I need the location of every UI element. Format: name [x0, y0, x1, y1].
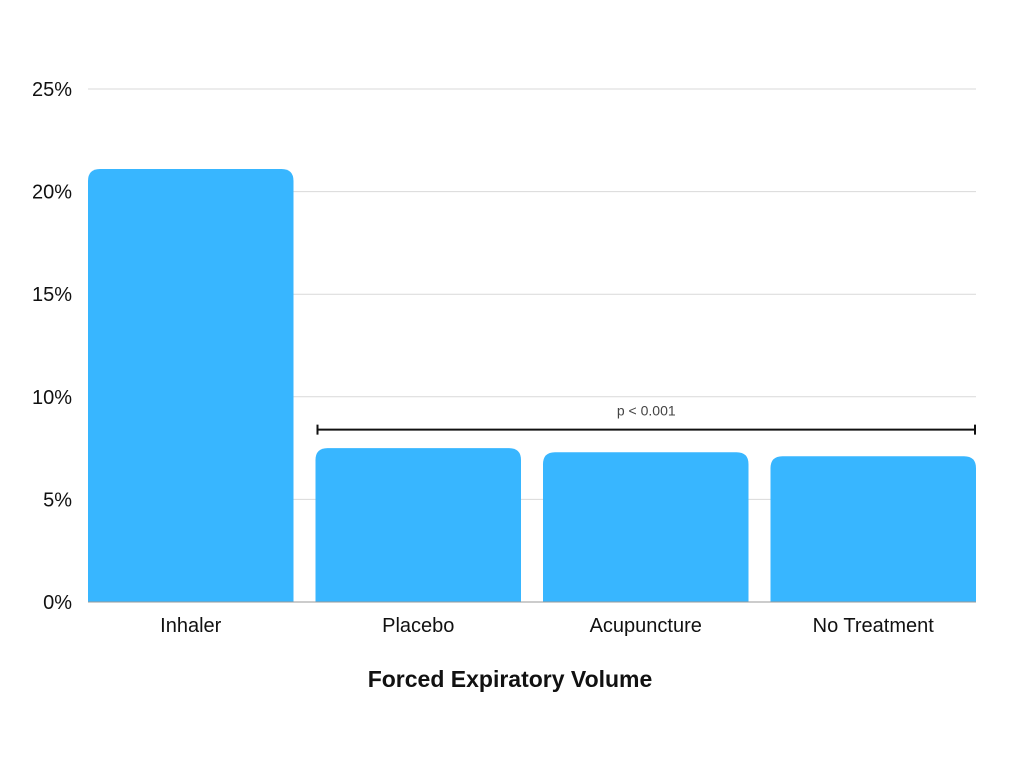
- y-tick-label: 20%: [32, 182, 72, 204]
- x-axis-categories: Inhaler Placebo Acupuncture No Treatment: [160, 615, 934, 637]
- x-tick-label: Placebo: [382, 615, 454, 637]
- bar-acupuncture: [543, 452, 749, 602]
- y-tick-label: 15%: [32, 284, 72, 306]
- significance-label: p < 0.001: [617, 403, 676, 419]
- y-tick-label: 5%: [43, 489, 72, 511]
- x-tick-label: No Treatment: [813, 615, 935, 637]
- y-tick-label: 25%: [32, 79, 72, 101]
- bars: [88, 169, 976, 602]
- bar-inhaler: [88, 169, 294, 602]
- x-tick-label: Acupuncture: [590, 615, 702, 637]
- x-axis-title: Forced Expiratory Volume: [368, 666, 653, 692]
- significance-annotation: p < 0.001: [316, 403, 976, 435]
- y-tick-label: 0%: [43, 592, 72, 614]
- y-axis-ticks: 0% 5% 10% 15% 20% 25%: [32, 79, 72, 614]
- bar-placebo: [315, 448, 521, 602]
- bar-no-treatment: [770, 456, 976, 602]
- y-tick-label: 10%: [32, 387, 72, 409]
- x-tick-label: Inhaler: [160, 615, 221, 637]
